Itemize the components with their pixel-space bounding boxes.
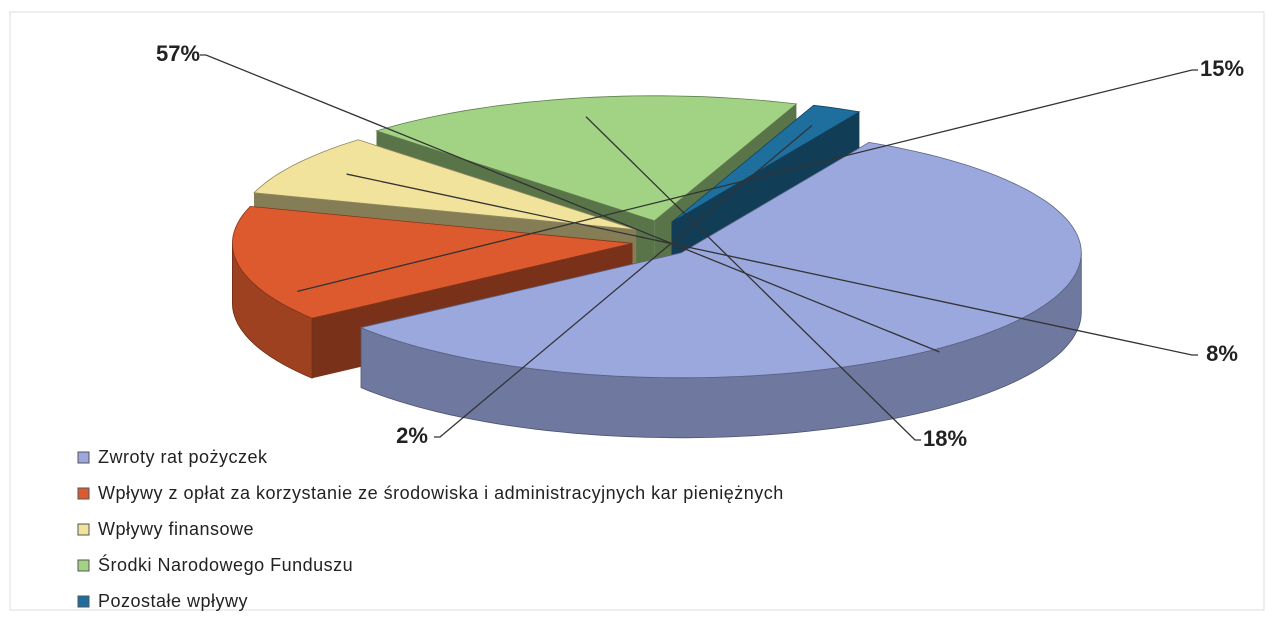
legend-label: Wpływy finansowe xyxy=(98,519,254,539)
legend-label: Środki Narodowego Funduszu xyxy=(98,554,353,575)
data-label: 8% xyxy=(1206,341,1238,366)
slice xyxy=(375,95,798,222)
leader-line xyxy=(434,124,813,438)
legend-swatch xyxy=(77,559,90,572)
leader-line xyxy=(297,69,1198,293)
legend-label: Pozostałe wpływy xyxy=(98,591,248,611)
leader-line xyxy=(200,54,940,353)
legend-swatch xyxy=(77,595,90,608)
legend-label: Zwroty rat pożyczek xyxy=(98,447,268,467)
legend-swatch xyxy=(77,487,90,500)
chart-border xyxy=(9,11,1265,611)
slice xyxy=(253,139,637,231)
slice xyxy=(359,141,1082,379)
leader-line xyxy=(585,116,921,441)
slice xyxy=(231,205,633,319)
data-label: 57% xyxy=(156,41,200,66)
data-label: 2% xyxy=(396,423,428,448)
data-label: 15% xyxy=(1200,56,1244,81)
data-label: 18% xyxy=(923,426,967,451)
legend-swatch xyxy=(77,523,90,536)
legend-swatch xyxy=(77,451,90,464)
leader-line xyxy=(346,173,1198,356)
legend-label: Wpływy z opłat za korzystanie ze środowi… xyxy=(98,483,784,503)
